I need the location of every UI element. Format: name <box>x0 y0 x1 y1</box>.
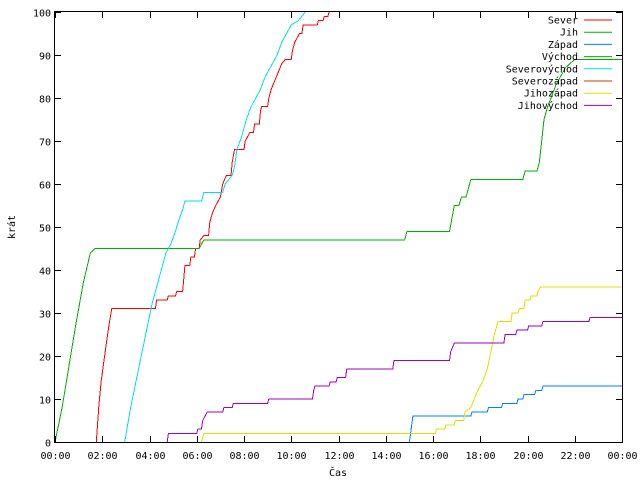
x-tick-label: 00:00 <box>40 451 70 462</box>
x-tick-label: 10:00 <box>276 451 306 462</box>
legend-label: Západ <box>548 39 578 51</box>
series-line <box>124 11 306 443</box>
series-line <box>408 385 622 443</box>
y-tick-label: 10 <box>39 396 51 407</box>
y-tick-label: 50 <box>39 224 51 235</box>
y-tick-label: 80 <box>39 95 51 106</box>
legend-label: Jih <box>560 28 578 39</box>
series-line <box>166 316 622 443</box>
y-tick-label: 0 <box>45 439 51 450</box>
x-tick-label: 12:00 <box>324 451 354 462</box>
plot-frame <box>54 11 623 443</box>
x-tick-label: 18:00 <box>465 451 495 462</box>
y-tick-label: 30 <box>39 310 51 321</box>
series-lines <box>54 11 622 443</box>
legend-label: Sever <box>548 16 578 27</box>
axis-ticks: 00:00 02:00 04:00 06:00 08:00 10:00 12:00 14:00… <box>33 9 638 463</box>
legend-label: Jihovýchod <box>518 100 578 112</box>
y-tick-label: 60 <box>39 181 51 192</box>
x-tick-label: 16:00 <box>418 451 448 462</box>
series-line <box>95 11 330 443</box>
y-tick-label: 40 <box>39 267 51 278</box>
legend-label: Jihozápad <box>524 88 578 100</box>
y-axis-label: krát <box>6 215 18 239</box>
x-tick-label: 08:00 <box>229 451 259 462</box>
series-line <box>54 58 622 443</box>
y-tick-label: 90 <box>39 52 51 63</box>
x-tick-label: 22:00 <box>560 451 590 462</box>
x-tick-label: 00:00 <box>607 451 637 462</box>
x-tick-label: 14:00 <box>371 451 401 462</box>
x-tick-label: 02:00 <box>87 451 117 462</box>
y-tick-label: 70 <box>39 138 51 149</box>
x-tick-label: 20:00 <box>513 451 543 462</box>
legend-label: Severozápad <box>512 76 578 88</box>
x-axis-label: Čas <box>329 466 347 479</box>
legend: SeverJihZápadVýchodSeverovýchodSeverozáp… <box>506 16 612 112</box>
x-tick-label: 06:00 <box>182 451 212 462</box>
legend-label: Severovýchod <box>506 63 578 75</box>
series-line <box>201 286 622 443</box>
legend-label: Východ <box>542 51 578 63</box>
x-tick-label: 04:00 <box>135 451 165 462</box>
y-tick-label: 100 <box>33 9 51 20</box>
y-tick-label: 20 <box>39 353 51 364</box>
